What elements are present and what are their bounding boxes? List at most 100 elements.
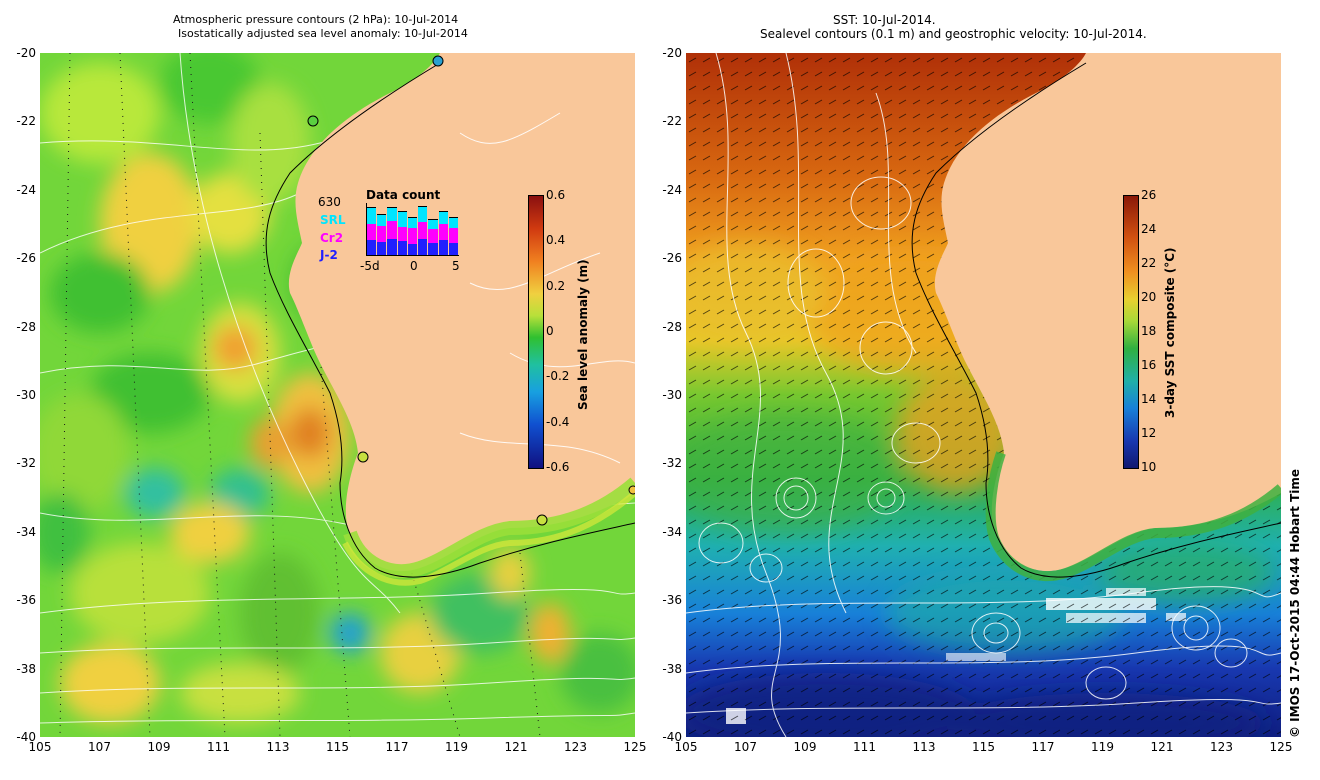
data-count-inset: 630 Data count SRL Cr2 J-2 -5d 0 5 [318,185,468,285]
right-y-tick: -34 [662,524,682,539]
sla-colorbar-tick: -0.4 [546,414,570,429]
data-count-bar-srl [428,218,438,229]
sst-colorbar [1123,195,1139,469]
left-x-tick: 117 [385,740,409,754]
left-y-tick: -38 [16,661,36,676]
right-x-tick: 123 [1210,740,1233,754]
sst-colorbar-tick: 20 [1141,290,1157,304]
left-y-tick: -26 [16,251,36,266]
sla-colorbar-tick: 0.2 [546,278,566,293]
left-x-tick: 115 [326,740,349,754]
left-x-tick: 111 [207,740,230,754]
data-count-bar-cr2 [367,222,377,241]
data-count-chart [366,203,459,256]
sla-colorbar-tick: 0.6 [546,188,566,202]
sst-colorbar-tick: 16 [1141,358,1157,372]
right-y-tick: -38 [662,661,682,676]
data-count-bar-j2 [397,240,407,255]
left-y-tick: -20 [16,46,36,60]
left-y-tick: -36 [16,593,36,608]
right-x-tick: 113 [912,740,936,754]
data-count-bar-j2 [438,239,448,255]
left-y-tick: -24 [16,182,36,197]
sla-colorbar-tick: 0.4 [546,233,566,248]
data-count-xtick-left: -5d [360,259,380,273]
data-count-bar-cr2 [397,225,407,242]
tide-gauge-marker [432,55,444,67]
left-x-tick: 109 [147,740,171,754]
left-y-tick: -28 [16,319,36,334]
sla-colorbar [528,195,544,469]
australia-land [934,53,1281,572]
sst-colorbar-tick: 22 [1141,256,1157,270]
left-y-tick: -32 [16,456,36,471]
left-x-tick: 105 [28,740,52,754]
right-title-line1: SST: 10-Jul-2014. [833,13,936,27]
right-y-tick: -40 [662,730,682,744]
right-x-tick: 121 [1150,740,1174,754]
sealevel-contours [686,53,1281,737]
data-count-xtick-right: 5 [452,259,460,273]
left-x-tick: 119 [445,740,468,754]
left-x-tick: 107 [88,740,111,754]
sla-map [40,53,635,737]
data-count-bar-j2 [377,241,387,255]
data-count-bar-cr2 [448,226,458,243]
left-title-line2: Isostatically adjusted sea level anomaly… [178,27,468,40]
right-y-tick: -30 [662,388,682,402]
left-x-tick: 125 [623,740,647,754]
data-count-bar-cr2 [407,226,418,244]
sst-map [686,53,1281,737]
data-count-bar-srl [438,211,448,224]
right-x-tick: 109 [793,740,817,754]
right-y-tick: -32 [662,456,682,471]
right-x-tick: 107 [734,740,757,754]
data-count-bar-j2 [407,242,418,255]
sla-colorbar-label: Sea level anomaly (m) [576,259,590,410]
sla-colorbar-tick: -0.2 [546,369,570,384]
data-count-bar-j2 [387,238,397,255]
data-count-bar-cr2 [428,228,438,243]
data-count-bar-srl [418,206,428,222]
left-map-panel[interactable]: 630 Data count SRL Cr2 J-2 -5d 0 5 [40,53,635,737]
data-count-bar-cr2 [377,225,387,242]
data-count-bar-srl [387,207,397,222]
right-x-tick: 119 [1091,740,1114,754]
tide-gauge-marker [357,451,369,463]
left-y-tick: -34 [16,524,36,539]
tide-gauge-marker [536,514,548,526]
legend-j2: J-2 [320,248,338,262]
australia-land [288,53,635,572]
data-count-max: 630 [318,195,341,209]
left-y-tick: -40 [16,730,36,744]
data-count-bar-cr2 [387,220,397,240]
data-count-bar-srl [367,207,377,224]
right-x-tick: 111 [853,740,876,754]
right-y-tick: -24 [662,182,682,197]
sst-colorbar-label: 3-day SST composite (°C) [1163,247,1177,418]
data-count-bar-cr2 [438,222,448,241]
data-count-xtick-mid: 0 [410,259,418,273]
right-y-tick: -26 [662,251,682,266]
left-y-tick: -22 [16,114,36,129]
sst-colorbar-tick: 24 [1141,222,1157,236]
legend-srl: SRL [320,213,346,227]
data-count-bar-j2 [367,239,377,255]
left-title-line1: Atmospheric pressure contours (2 hPa): 1… [173,13,459,26]
data-count-bar-cr2 [418,220,428,240]
sla-colorbar-tick: -0.6 [546,460,570,474]
right-map-panel[interactable] [686,53,1281,737]
right-title-line2: Sealevel contours (0.1 m) and geostrophi… [760,27,1147,41]
left-x-tick: 121 [504,740,528,754]
legend-cr2: Cr2 [320,231,344,245]
data-count-bar-srl [448,216,458,228]
data-count-bar-srl [407,216,418,228]
sst-colorbar-tick: 12 [1141,426,1157,440]
right-y-tick: -20 [662,46,682,60]
right-x-tick: 105 [674,740,698,754]
right-x-tick: 115 [972,740,995,754]
data-count-bar-j2 [428,241,438,255]
sst-colorbar-tick: 26 [1141,188,1157,202]
left-x-tick: 123 [564,740,587,754]
tide-gauge-marker [307,115,319,127]
